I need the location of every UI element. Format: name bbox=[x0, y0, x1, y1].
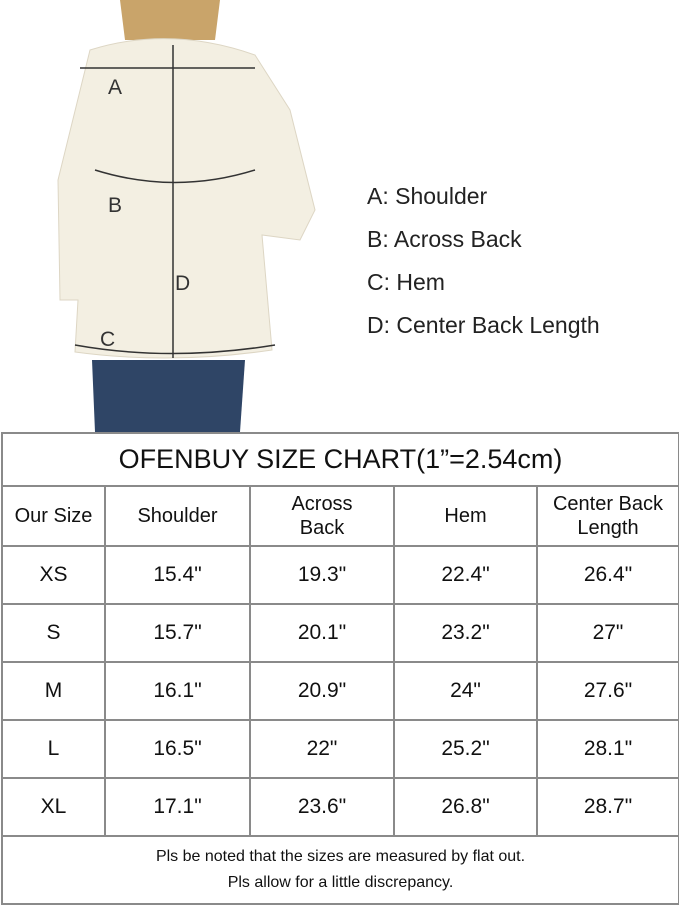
table-row: XS 15.4" 19.3" 22.4" 26.4" bbox=[1, 545, 679, 605]
header-cell: Shoulder bbox=[104, 485, 251, 547]
label-a: A bbox=[108, 76, 123, 99]
label-c: C bbox=[100, 328, 116, 351]
size-cell: XL bbox=[1, 777, 106, 837]
legend-shoulder: A: Shoulder bbox=[367, 183, 488, 209]
measurement-cell: 16.5" bbox=[104, 719, 251, 779]
measurement-cell: 24" bbox=[393, 661, 538, 721]
measurement-cell: 28.7" bbox=[536, 777, 679, 837]
note: Pls be noted that the sizes are measured… bbox=[1, 835, 679, 905]
size-cell: XS bbox=[1, 545, 106, 605]
legend-hem: C: Hem bbox=[367, 269, 445, 295]
measurement-cell: 28.1" bbox=[536, 719, 679, 779]
table-row: M 16.1" 20.9" 24" 27.6" bbox=[1, 661, 679, 721]
measurement-cell: 26.8" bbox=[393, 777, 538, 837]
legend-center-back-length: D: Center Back Length bbox=[367, 312, 600, 338]
table-row: XL 17.1" 23.6" 26.8" 28.7" bbox=[1, 777, 679, 837]
jacket-illustration bbox=[57, 0, 316, 432]
label-b: B bbox=[108, 194, 123, 217]
table-row: S 15.7" 20.1" 23.2" 27" bbox=[1, 603, 679, 663]
size-cell: S bbox=[1, 603, 106, 663]
measurement-cell: 15.7" bbox=[104, 603, 251, 663]
table-row: L 16.5" 22" 25.2" 28.1" bbox=[1, 719, 679, 779]
legend-across-back: B: Across Back bbox=[367, 226, 522, 252]
measurement-cell: 27" bbox=[536, 603, 679, 663]
note-line: Pls be noted that the sizes are measured… bbox=[155, 848, 526, 866]
measurement-cell: 22.4" bbox=[393, 545, 538, 605]
measurement-cell: 15.4" bbox=[104, 545, 251, 605]
header-cell: Hem bbox=[393, 485, 538, 547]
header-cell: Center Back Length bbox=[536, 485, 679, 547]
jacket-back-photo: A B C D bbox=[0, 0, 360, 432]
measurement-cell: 26.4" bbox=[536, 545, 679, 605]
measurement-cell: 16.1" bbox=[104, 661, 251, 721]
measurement-cell: 22" bbox=[249, 719, 395, 779]
measurement-cell: 25.2" bbox=[393, 719, 538, 779]
measurement-cell: 27.6" bbox=[536, 661, 679, 721]
measurement-cell: 20.1" bbox=[249, 603, 395, 663]
measurement-cell: 23.6" bbox=[249, 777, 395, 837]
label-d: D bbox=[175, 272, 191, 295]
size-cell: M bbox=[1, 661, 106, 721]
size-cell: L bbox=[1, 719, 106, 779]
measurement-cell: 17.1" bbox=[104, 777, 251, 837]
header-row: Our Size Shoulder Across Back Hem Center… bbox=[1, 485, 679, 547]
measurement-cell: 19.3" bbox=[249, 545, 395, 605]
measurement-cell: 20.9" bbox=[249, 661, 395, 721]
header-cell: Our Size bbox=[1, 485, 106, 547]
size-chart-table: OFENBUY SIZE CHART(1”=2.54cm) Our Size S… bbox=[1, 432, 679, 905]
measurement-cell: 23.2" bbox=[393, 603, 538, 663]
header-cell: Across Back bbox=[249, 485, 395, 547]
size-chart-title: OFENBUY SIZE CHART(1”=2.54cm) bbox=[1, 432, 679, 487]
note-line: Pls allow for a little discrepancy. bbox=[227, 874, 454, 891]
